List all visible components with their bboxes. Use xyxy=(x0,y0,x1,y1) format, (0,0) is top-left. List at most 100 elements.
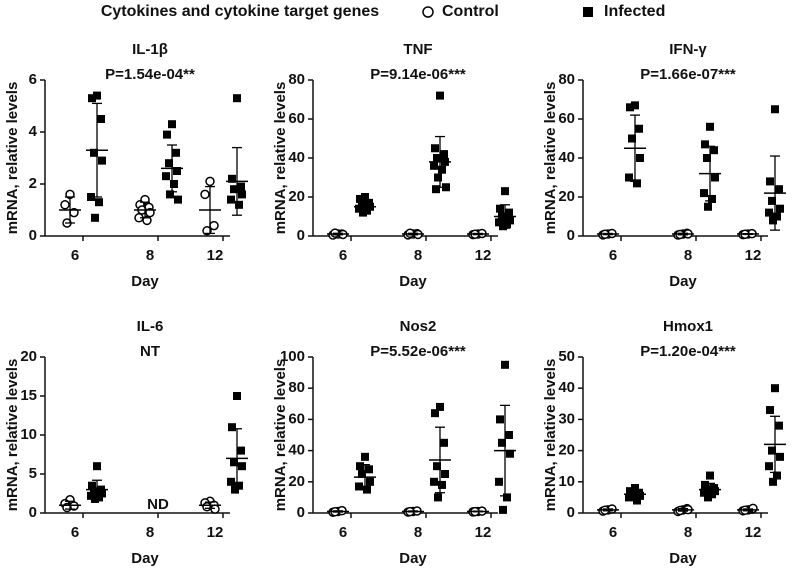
infected-point xyxy=(430,477,438,486)
infected-point xyxy=(90,487,98,496)
x-tick-label: 8 xyxy=(414,524,422,541)
annotation: P=1.54e-04** xyxy=(105,66,195,83)
infected-point xyxy=(766,406,774,415)
infected-point xyxy=(230,458,238,467)
infected-point xyxy=(438,480,446,489)
infected-point xyxy=(231,485,239,494)
infected-point xyxy=(631,101,639,110)
y-axis-label: mRNA, relative levels xyxy=(272,359,289,512)
infected-point xyxy=(768,196,776,205)
x-axis-label: Day xyxy=(131,550,159,567)
infected-point xyxy=(768,446,776,455)
infected-point xyxy=(636,491,644,500)
control-point xyxy=(200,189,210,200)
infected-point xyxy=(431,144,439,153)
y-tick-label: 0 xyxy=(297,227,305,244)
infected-point xyxy=(506,449,514,458)
infected-point xyxy=(769,477,777,486)
infected-point xyxy=(436,91,444,100)
infected-point xyxy=(776,452,784,461)
x-tick-label: 12 xyxy=(745,247,762,264)
infected-point xyxy=(433,462,441,471)
control-point xyxy=(210,504,220,514)
infected-point xyxy=(773,471,781,480)
infected-point xyxy=(361,452,369,461)
y-tick-label: 0 xyxy=(29,504,37,521)
y-tick-label: 40 xyxy=(558,149,575,166)
y-tick-label: 40 xyxy=(288,149,305,166)
annotation: P=1.20e-04*** xyxy=(640,343,736,360)
y-tick-label: 0 xyxy=(567,504,575,521)
infected-point xyxy=(440,150,448,159)
legend-marker xyxy=(422,6,434,18)
infected-point xyxy=(434,493,442,502)
infected-point xyxy=(233,392,241,400)
y-axis-label: mRNA, relative levels xyxy=(4,82,21,235)
y-axis-label: mRNA, relative levels xyxy=(542,359,559,512)
y-tick-label: 4 xyxy=(29,123,38,140)
x-tick-label: 6 xyxy=(339,247,347,264)
y-axis-label: mRNA, relative levels xyxy=(272,82,289,235)
infected-point xyxy=(98,156,106,165)
y-tick-label: 20 xyxy=(558,442,575,459)
figure-title: Cytokines and cytokine target genes xyxy=(101,3,379,20)
y-tick-label: 80 xyxy=(288,379,305,396)
infected-point xyxy=(88,94,96,103)
x-axis-label: Day xyxy=(669,273,697,290)
x-tick-label: 6 xyxy=(71,524,79,541)
infected-point xyxy=(356,194,364,203)
annotation: P=1.66e-07*** xyxy=(640,66,736,83)
y-tick-label: 20 xyxy=(558,188,575,205)
x-tick-label: 8 xyxy=(146,524,154,541)
infected-point xyxy=(237,182,245,191)
infected-point xyxy=(436,402,444,411)
infected-point xyxy=(95,198,103,207)
infected-point xyxy=(237,446,245,455)
panel-title: IL-1β xyxy=(132,41,168,58)
infected-point xyxy=(701,480,709,489)
y-tick-label: 100 xyxy=(280,348,305,365)
infected-point xyxy=(238,462,246,471)
y-tick-label: 10 xyxy=(558,473,575,490)
infected-point xyxy=(625,173,633,182)
y-tick-label: 20 xyxy=(288,473,305,490)
infected-point xyxy=(356,462,364,471)
infected-point xyxy=(358,470,366,478)
infected-point xyxy=(700,189,708,198)
infected-point xyxy=(631,484,639,493)
infected-point xyxy=(711,173,719,182)
y-tick-label: 15 xyxy=(20,387,37,404)
infected-point xyxy=(440,438,448,447)
infected-point xyxy=(710,146,718,155)
y-tick-label: 20 xyxy=(288,188,305,205)
infected-point xyxy=(172,148,180,157)
panel-title: Hmox1 xyxy=(663,318,713,335)
infected-point xyxy=(233,94,241,103)
infected-point xyxy=(228,423,236,432)
infected-point xyxy=(708,194,716,203)
infected-point xyxy=(503,493,511,502)
infected-point xyxy=(769,216,777,225)
infected-point xyxy=(238,190,246,199)
y-tick-label: 30 xyxy=(558,410,575,427)
infected-point xyxy=(431,409,439,418)
infected-point xyxy=(434,173,442,182)
infected-point xyxy=(432,185,440,194)
y-tick-label: 40 xyxy=(288,442,305,459)
y-tick-label: 2 xyxy=(29,175,37,192)
infected-point xyxy=(88,481,96,490)
infected-point xyxy=(366,477,374,486)
infected-point xyxy=(701,140,709,149)
x-tick-label: 12 xyxy=(207,524,224,541)
infected-point xyxy=(165,159,173,168)
infected-point xyxy=(91,213,99,222)
infected-point xyxy=(361,193,369,201)
x-tick-label: 6 xyxy=(71,247,79,264)
missing-label: ND xyxy=(147,496,169,513)
infected-point xyxy=(173,167,181,175)
y-tick-label: 60 xyxy=(558,110,575,127)
infected-point xyxy=(499,505,507,514)
y-tick-label: 6 xyxy=(29,71,37,88)
infected-point xyxy=(433,154,441,162)
